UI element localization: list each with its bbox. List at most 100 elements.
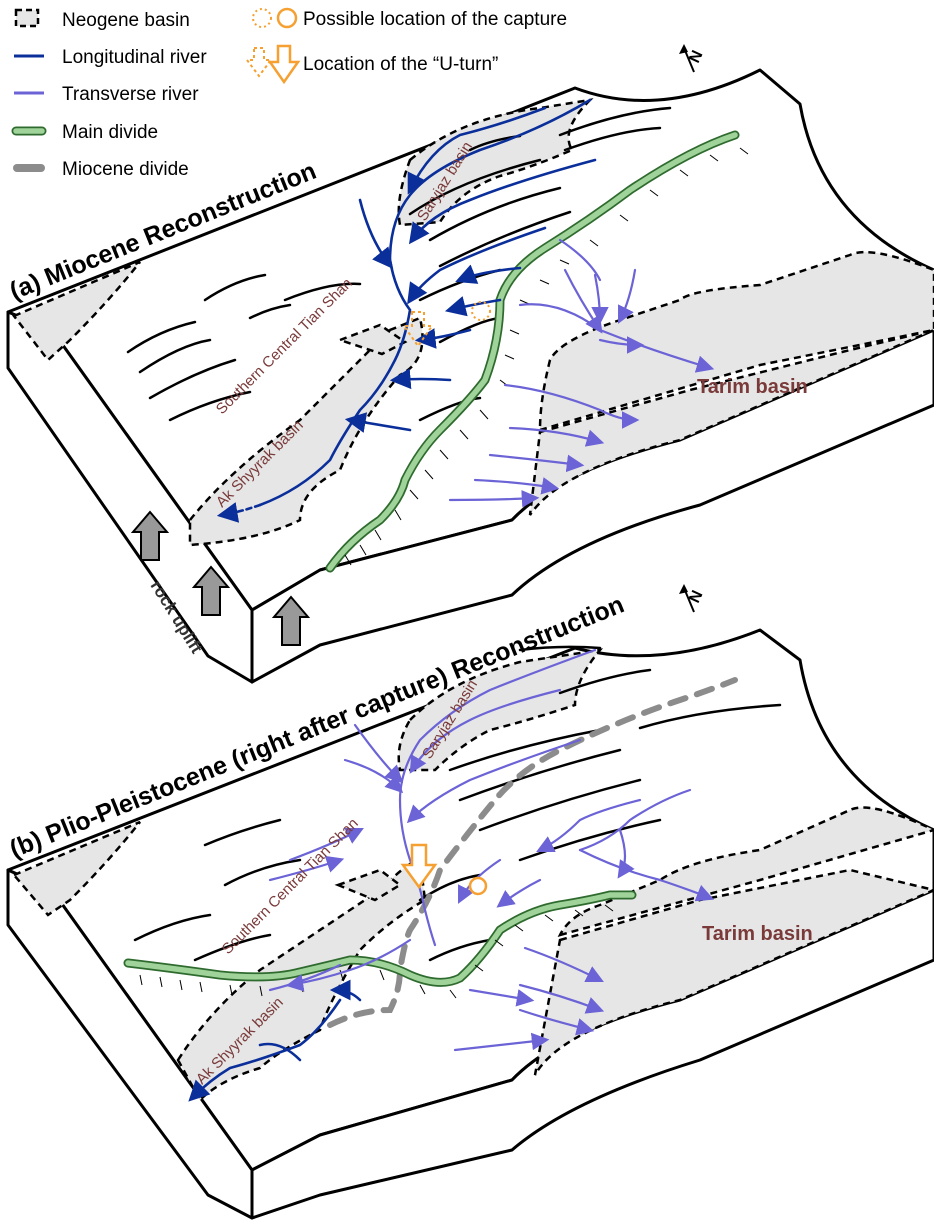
- panel-a-tributary: [407, 226, 547, 305]
- panel-b-longitudinal-river: [258, 1042, 302, 1062]
- panel-b-capture-location-marker: [468, 876, 488, 896]
- panel-a-transverse-river: [508, 426, 605, 447]
- panel-b-transverse-river: [617, 828, 635, 879]
- panel-a-u-turn-dashed-marker: [402, 311, 434, 348]
- panel-b-transverse-river: [518, 1008, 595, 1036]
- panel-a-possible-capture-marker: [471, 301, 491, 321]
- legend-longitudinal-river: Longitudinal river: [14, 47, 207, 68]
- ridge: [418, 873, 482, 902]
- ridge: [478, 778, 642, 832]
- u-turn-arrow-icon: [267, 44, 301, 85]
- panel-b-west-basin: [11, 820, 141, 917]
- panel-a-west-basin: [12, 260, 141, 362]
- legend-neogene-basin-label: Neogene basin: [62, 10, 190, 31]
- legend-longitudinal-river-label: Longitudinal river: [62, 47, 207, 68]
- legend-transverse-river: Transverse river: [14, 84, 199, 105]
- ridge: [558, 668, 652, 695]
- panel-a-tributary: [455, 264, 522, 284]
- panel-a-tributary: [358, 198, 394, 270]
- panel-b-tarim-basin: [557, 806, 934, 937]
- legend-capture-location: Possible location of the capture: [252, 7, 567, 30]
- ridge: [448, 728, 602, 772]
- panel-b-transverse-river: [578, 788, 692, 852]
- ridge: [558, 106, 672, 137]
- panel-b-north-arrow: N: [679, 584, 707, 613]
- ridge: [138, 338, 212, 374]
- panel-a-tributary: [389, 368, 452, 390]
- panel-b-transverse-rivers: [268, 648, 715, 1052]
- panel-b-transverse-river: [268, 963, 342, 992]
- legend-miocene-divide-label: Miocene divide: [62, 159, 189, 180]
- panel-a-transverse-river: [503, 383, 640, 429]
- legend-u-turn-location: Location of the “U-turn”: [245, 44, 498, 85]
- uplift-arrow-icon: [191, 565, 231, 616]
- panel-a-divide-hachures: [344, 147, 749, 566]
- panel-a-main-trunk-river: [258, 98, 592, 507]
- panel-b-transverse-river: [343, 758, 404, 794]
- panel-a-tarim-basin: [538, 250, 934, 432]
- ridge: [563, 126, 662, 152]
- ridge: [148, 358, 237, 400]
- panel-b-longitudinal-river: [188, 998, 342, 1102]
- ridge: [518, 645, 602, 652]
- legend-miocene-divide: Miocene divide: [13, 159, 189, 180]
- ridge: [638, 703, 782, 730]
- panel-a-transverse-river: [618, 268, 637, 324]
- panel-b-small-basin: [334, 868, 403, 902]
- panel-a-tributary: [444, 296, 502, 317]
- u-turn-dashed-arrow-icon: [245, 47, 273, 78]
- panel-b-tarim-label: Tarim basin: [702, 923, 813, 945]
- ridge: [168, 390, 252, 422]
- panel-b-longitudinal-rivers: [188, 979, 362, 1102]
- ridge: [193, 933, 272, 962]
- legend: Neogene basin Longitudinal river Transve…: [11, 7, 567, 180]
- panel-b-transverse-river: [536, 798, 642, 852]
- uplift-arrow-icon: [130, 510, 170, 561]
- ridge: [518, 818, 662, 862]
- panel-b-transverse-river: [523, 946, 604, 982]
- ridge: [126, 320, 197, 354]
- panel-b-transverse-river: [409, 688, 562, 774]
- possible-capture-dotted-circle-icon: [252, 8, 272, 28]
- panel-b-transverse-river: [496, 878, 542, 908]
- panel-a-longitudinal-rivers: [216, 98, 597, 523]
- hachure-marks: [344, 147, 749, 566]
- panel-b-longitudinal-river: [329, 979, 362, 1002]
- panel-b-u-turn-marker: [400, 843, 438, 890]
- panel-a-tributary: [408, 158, 597, 245]
- ridge: [203, 273, 267, 302]
- panel-b-transverse-river: [578, 848, 715, 902]
- legend-main-divide: Main divide: [11, 122, 158, 143]
- legend-transverse-river-label: Transverse river: [62, 84, 199, 105]
- panel-a-dashed-outflow-river: [216, 502, 262, 523]
- panel-a-transverse-rivers: [448, 238, 715, 508]
- panel-a-tributary: [407, 106, 547, 195]
- panel-a-miocene: rock uplift N (a) Miocene Reconstruction…: [6, 44, 934, 684]
- ridge: [203, 818, 282, 847]
- ridge: [458, 748, 622, 802]
- panel-b-transverse-river: [285, 938, 412, 992]
- panel-a-small-basin: [336, 323, 408, 356]
- panel-b-transverse-river: [468, 988, 535, 1007]
- panel-b-miocene-divide: [327, 677, 738, 1028]
- panel-a-main-divide: [327, 132, 738, 571]
- legend-capture-location-label: Possible location of the capture: [303, 9, 567, 30]
- ridge: [248, 303, 292, 320]
- panel-a-transverse-river: [591, 273, 609, 325]
- ridge: [223, 858, 302, 887]
- panel-b-ridges: [133, 645, 782, 962]
- panel-b-transverse-river: [518, 983, 605, 1014]
- panel-b-transverse-river: [453, 1032, 550, 1052]
- ridge: [428, 938, 492, 962]
- neogene-basin-swatch: [14, 8, 40, 28]
- panel-b-plio-pleistocene: N (b) Plio-Pleistocene (right after capt…: [6, 584, 934, 1220]
- ridge: [428, 186, 562, 242]
- legend-u-turn-location-label: Location of the “U-turn”: [303, 54, 498, 75]
- panel-a-transverse-river: [563, 268, 603, 334]
- panel-a-transverse-river: [558, 238, 602, 282]
- panel-a-transverse-river: [598, 336, 645, 354]
- panel-a-transverse-river: [488, 453, 585, 473]
- panel-a-north-arrow: N: [679, 44, 707, 73]
- panel-a-tarim-label: Tarim basin: [697, 376, 808, 398]
